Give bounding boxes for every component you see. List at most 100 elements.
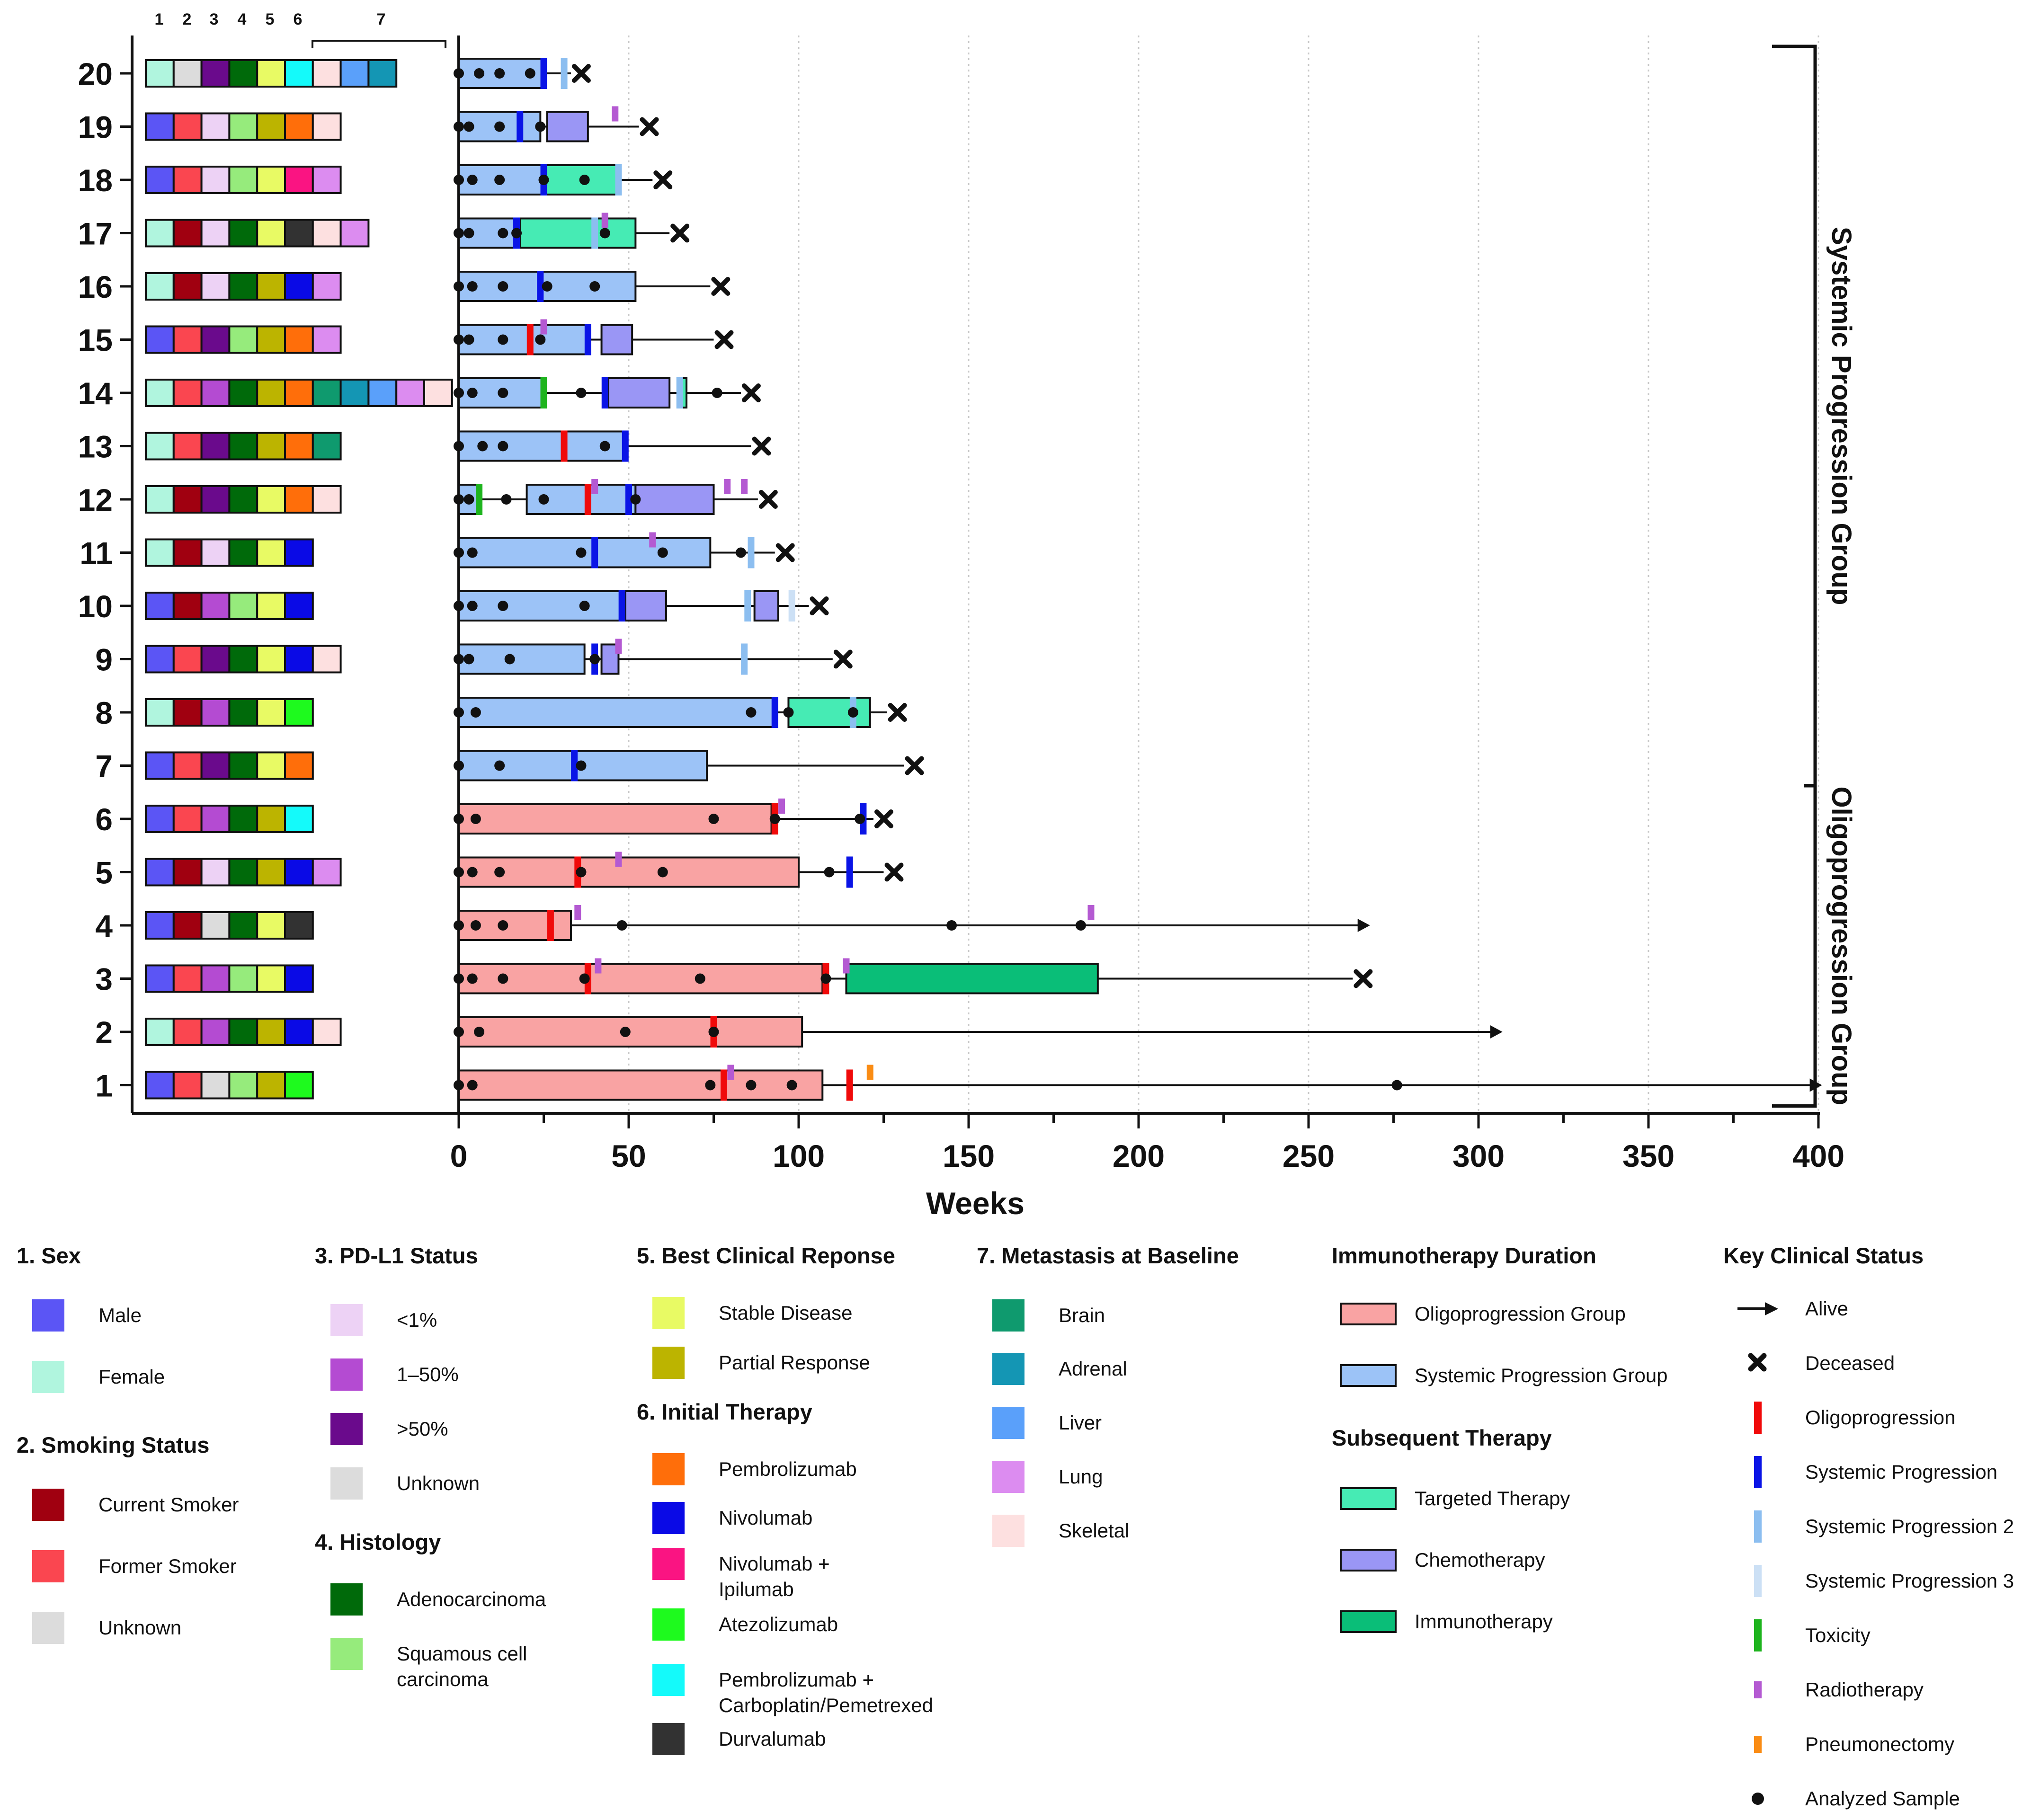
sample-dot (454, 68, 464, 79)
legend-symbol (1754, 1565, 1762, 1597)
sample-dot (946, 920, 957, 931)
legend-label: Oligoprogression (1805, 1406, 1956, 1429)
attribute-cell-adeno (228, 379, 258, 407)
attribute-cell-adeno (228, 698, 258, 727)
attribute-cell-pr (256, 858, 286, 887)
legend-label: Pembrolizumab + Carboplatin/Pemetrexed (719, 1669, 933, 1716)
patient-row-9: 9 (95, 639, 853, 677)
attribute-cell-sd (256, 219, 286, 248)
event-marker-m_tox (476, 484, 483, 515)
legend-symbol (1748, 1353, 1767, 1372)
legend-swatch (652, 1548, 685, 1580)
attribute-cell-pdl_1_50 (200, 698, 231, 727)
sample-dot (712, 388, 722, 398)
event-marker-m_rt (591, 479, 598, 494)
attribute-cell-adeno (228, 432, 258, 461)
deceased-marker (1354, 969, 1373, 988)
bar-oligo_bar (458, 803, 773, 835)
attribute-cell-male (145, 112, 175, 141)
legend-label: Chemotherapy (1415, 1549, 1545, 1571)
event-marker-m_sys (517, 111, 524, 142)
event-marker-m_sys (537, 271, 544, 302)
attribute-cell-pr (256, 1018, 286, 1046)
attribute-cell-pr (256, 379, 286, 407)
sample-dot (467, 547, 478, 558)
attribute-cell-pembro (284, 751, 314, 780)
bar-chemo (753, 590, 779, 621)
event-marker-m_rt (574, 905, 581, 920)
sample-dot (494, 760, 505, 771)
attribute-cell-male (145, 858, 175, 887)
patient-row-4: 4 (95, 905, 1370, 943)
attribute-cell-female (145, 432, 175, 461)
attribute-cell-lung (339, 219, 370, 248)
attribute-cell-former (172, 1018, 203, 1046)
sample-dot (511, 228, 522, 239)
sample-dot (454, 388, 464, 398)
patient-label: 17 (78, 216, 113, 251)
sample-dot (454, 547, 464, 558)
sample-dot (589, 654, 600, 665)
sample-dot (599, 228, 610, 239)
event-marker-m_rt (649, 532, 656, 548)
patient-label: 12 (78, 482, 113, 517)
attribute-cell-sd (256, 59, 286, 88)
legend-title: 5. Best Clinical Reponse (637, 1243, 895, 1268)
sample-dot (579, 601, 590, 611)
legend-label: Systemic Progression (1805, 1461, 1998, 1483)
sample-dot (599, 441, 610, 452)
bar-chemo (624, 590, 667, 621)
bar-systemic_bar (458, 697, 776, 728)
attribute-cell-squam (228, 1071, 258, 1100)
deceased-marker (833, 649, 853, 669)
sample-dot (454, 867, 464, 878)
attribute-cell-female (145, 272, 175, 301)
sample-dot (657, 867, 668, 878)
event-marker-m_tox (540, 377, 547, 408)
patient-row-3: 3 (95, 958, 1373, 997)
alive-arrow (1357, 919, 1370, 932)
legend-label: Unknown (98, 1616, 182, 1639)
legend-label: Male (98, 1304, 142, 1326)
bar-targeted (519, 217, 637, 249)
event-marker-m_sys3 (788, 590, 795, 621)
attribute-cell-pembro (284, 379, 314, 407)
sample-dot (630, 494, 641, 505)
attribute-cell-female (145, 379, 175, 407)
sample-dot (498, 441, 508, 452)
event-marker-m_rt (1087, 905, 1095, 920)
attribute-cell-nivo (284, 645, 314, 674)
attribute-cell-former (172, 805, 203, 833)
legend-symbol (1754, 1510, 1762, 1543)
group-label: Systemic Progression Group (1826, 227, 1857, 605)
attribute-cell-sd (256, 964, 286, 993)
patient-label: 3 (95, 962, 113, 997)
attribute-cell-former (172, 1071, 203, 1100)
attribute-cell-lung (312, 272, 342, 301)
column-header: 5 (266, 10, 275, 28)
deceased-marker (775, 543, 795, 562)
sample-dot (695, 973, 705, 984)
attribute-cell-unk (172, 59, 203, 88)
legend-swatch (652, 1723, 685, 1755)
alive-arrow (1809, 1078, 1822, 1092)
attribute-cell-lung (312, 858, 342, 887)
event-marker-m_rt (540, 319, 547, 335)
legend-label: Lung (1059, 1465, 1103, 1488)
sample-dot (576, 388, 587, 398)
sample-dot (467, 175, 478, 185)
attribute-cell-lung (395, 379, 426, 407)
patient-label: 11 (80, 536, 113, 571)
sample-dot (463, 228, 474, 239)
sample-dot (454, 1027, 464, 1037)
legend-swatch (32, 1550, 64, 1582)
legend-label: Female (98, 1366, 165, 1388)
sample-dot (467, 867, 478, 878)
sample-dot (470, 707, 481, 718)
event-marker-m_pneumo (866, 1065, 873, 1080)
sample-dot (454, 1080, 464, 1091)
x-tick-label: 100 (773, 1138, 825, 1173)
sample-dot (1391, 1080, 1402, 1091)
attribute-cell-pembrochemo (284, 805, 314, 833)
attribute-cell-squam (228, 166, 258, 194)
